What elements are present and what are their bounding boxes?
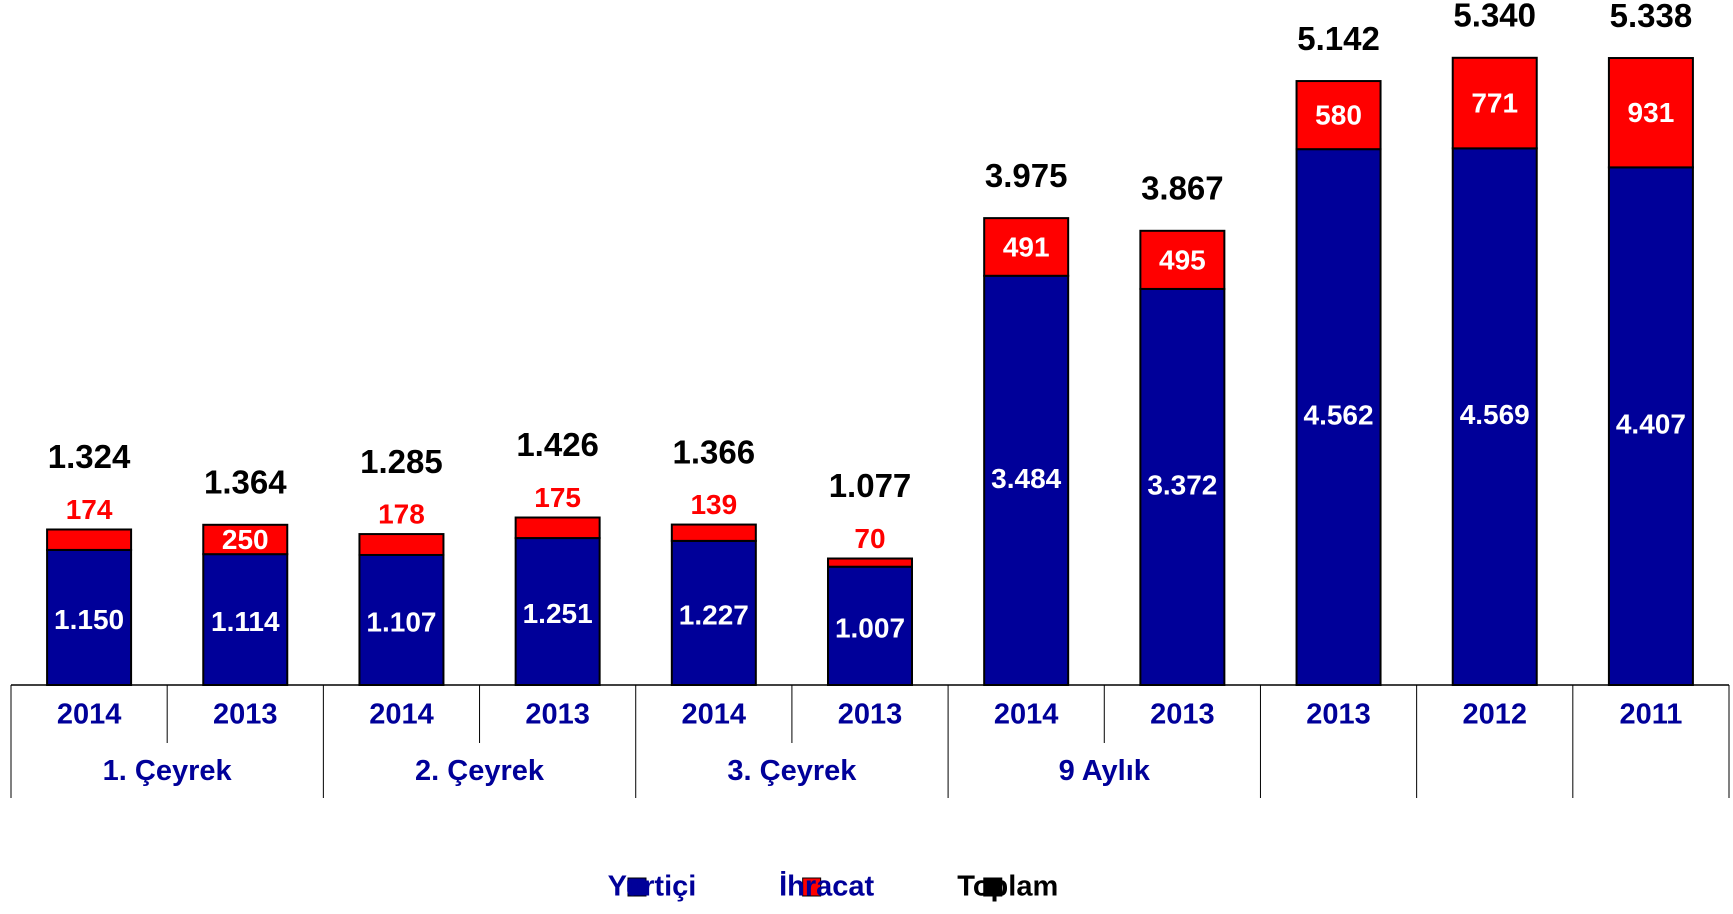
bar-segment (1451, 147, 1538, 687)
legend-label: Yurtiçi (608, 871, 697, 903)
value-label: 250 (222, 524, 269, 555)
total-label: 1.324 (48, 438, 131, 475)
bar-segment (670, 539, 757, 687)
bar-segment (46, 528, 133, 551)
legend-label: İhracat (779, 871, 874, 903)
legend-label: Toplam (957, 871, 1058, 903)
bar-segment (358, 553, 445, 687)
x-tick-label: 2014 (682, 699, 747, 731)
value-label: 3.372 (1147, 469, 1217, 500)
value-label: 70 (854, 523, 885, 554)
group-label: 1. Çeyrek (103, 755, 233, 787)
legend-swatch (983, 877, 1003, 897)
total-label: 3.975 (985, 157, 1068, 194)
x-tick-label: 2014 (369, 699, 434, 731)
bar-segment (1607, 166, 1694, 687)
value-label: 4.569 (1460, 399, 1530, 430)
total-label: 5.340 (1453, 0, 1536, 34)
x-tick-label: 2011 (1619, 699, 1682, 731)
x-tick-label: 2013 (838, 699, 903, 731)
value-label: 3.484 (991, 463, 1061, 494)
x-tick-label: 2013 (1306, 699, 1371, 731)
value-label: 1.227 (679, 599, 749, 630)
bar-segment (827, 565, 913, 686)
x-tick-label: 2013 (213, 699, 278, 731)
value-label: 1.251 (523, 598, 593, 629)
bar-segment (1451, 56, 1538, 150)
total-label: 5.338 (1610, 0, 1693, 34)
bar-segment (670, 523, 757, 542)
value-label: 495 (1159, 244, 1206, 275)
bar-segment (514, 516, 601, 540)
total-label: 1.426 (516, 426, 599, 463)
group-label: 2. Çeyrek (415, 755, 545, 787)
total-label: 3.867 (1141, 170, 1224, 207)
bar-segment (827, 557, 913, 568)
value-label: 1.107 (366, 606, 436, 637)
value-label: 4.407 (1616, 409, 1686, 440)
group-label: 3. Çeyrek (727, 755, 857, 787)
value-label: 4.562 (1304, 399, 1374, 430)
total-label: 5.142 (1297, 20, 1380, 57)
bar-segment (1139, 287, 1226, 686)
bar-segment (1139, 229, 1226, 290)
x-tick-label: 2013 (1150, 699, 1215, 731)
bar-segment (983, 217, 1070, 277)
value-label: 580 (1315, 100, 1362, 131)
bar-segment (514, 537, 601, 687)
bar-segment (358, 533, 445, 556)
value-label: 931 (1628, 97, 1675, 128)
total-label: 1.364 (204, 464, 287, 501)
legend-swatch (802, 877, 822, 897)
bar-segment (202, 553, 289, 686)
total-label: 1.366 (673, 433, 756, 470)
bar-segment (983, 274, 1070, 686)
x-tick-label: 2014 (57, 699, 122, 731)
group-label: 9 Aylık (1059, 755, 1151, 787)
bar-segment (202, 523, 289, 556)
value-label: 139 (690, 489, 737, 520)
value-label: 174 (66, 494, 113, 525)
value-label: 1.007 (835, 612, 905, 643)
value-label: 1.150 (54, 604, 124, 635)
x-tick-label: 2013 (525, 699, 590, 731)
bar-segment (1607, 57, 1694, 169)
bar-segment (1295, 148, 1382, 686)
value-label: 178 (378, 498, 425, 529)
value-label: 771 (1471, 87, 1518, 118)
x-tick-label: 2014 (994, 699, 1059, 731)
x-tick-label: 2012 (1462, 699, 1527, 731)
value-label: 491 (1003, 231, 1050, 262)
value-label: 1.114 (211, 606, 280, 637)
bar-segment (1295, 80, 1382, 151)
bar-segment (46, 548, 133, 686)
total-label: 1.285 (360, 443, 443, 480)
total-label: 1.077 (829, 467, 912, 504)
legend-swatch (627, 877, 647, 897)
value-label: 175 (534, 482, 581, 513)
